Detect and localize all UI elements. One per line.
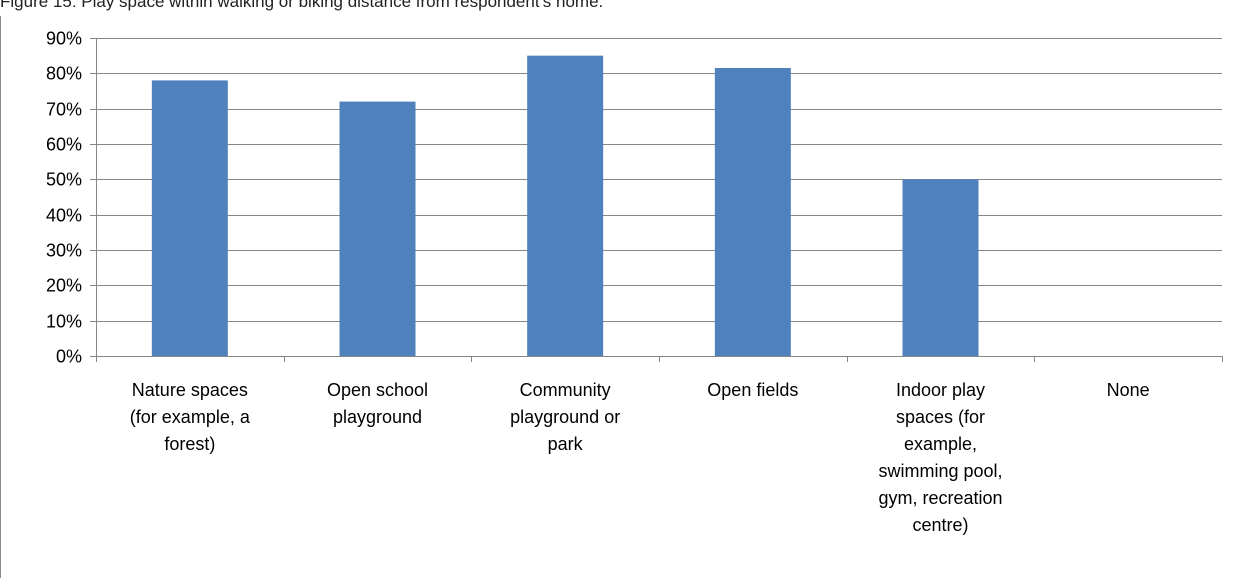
bar bbox=[714, 68, 791, 357]
x-category-label: Open school playground bbox=[327, 380, 428, 427]
bar bbox=[902, 179, 979, 356]
y-tick-label: 80% bbox=[46, 64, 82, 84]
y-tick-label: 40% bbox=[46, 206, 82, 226]
y-tick-label: 20% bbox=[46, 276, 82, 296]
y-tick-label: 60% bbox=[46, 135, 82, 155]
y-tick-label: 30% bbox=[46, 241, 82, 261]
x-category-label: None bbox=[1107, 380, 1150, 400]
chart-frame bbox=[0, 16, 1244, 578]
x-category-label: Community playground or park bbox=[510, 380, 620, 454]
bar bbox=[151, 80, 228, 357]
y-tick-label: 90% bbox=[46, 29, 82, 49]
x-category-label: Open fields bbox=[707, 380, 798, 400]
y-tick-label: 10% bbox=[46, 312, 82, 332]
y-tick-label: 70% bbox=[46, 100, 82, 120]
bar bbox=[339, 101, 416, 356]
x-category-label: Nature spaces (for example, a forest) bbox=[130, 380, 251, 454]
y-tick-label: 50% bbox=[46, 170, 82, 190]
y-tick-label: 0% bbox=[56, 347, 82, 367]
bar bbox=[527, 55, 604, 357]
x-category-label: Indoor play spaces (for example, swimming p… bbox=[878, 380, 1002, 535]
figure-caption: Figure 15: Play space within walking or … bbox=[0, 0, 604, 11]
